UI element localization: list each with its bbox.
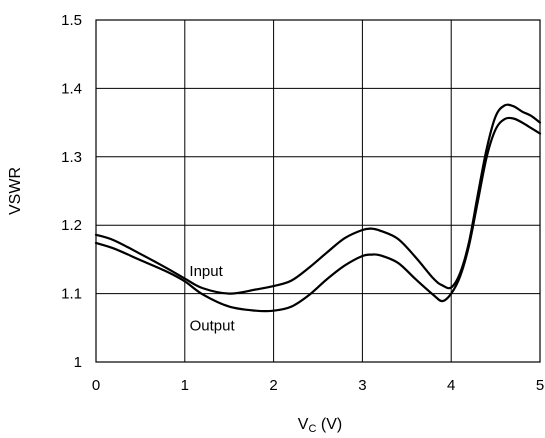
y-tick-label: 1 (74, 354, 82, 371)
x-tick-label: 1 (181, 377, 189, 394)
x-axis-label: VC (V) (298, 416, 342, 435)
annotation-output: Output (190, 318, 236, 335)
y-tick-label: 1.2 (61, 217, 82, 234)
series-group (94, 103, 542, 313)
y-axis-label: VSWR (7, 167, 24, 215)
x-tick-label: 0 (92, 377, 100, 394)
series-line-lower (94, 116, 542, 313)
x-tick-label: 2 (269, 377, 277, 394)
series-line-upper (94, 103, 542, 295)
annotation-input: Input (189, 263, 223, 280)
x-tick-label: 4 (447, 377, 455, 394)
y-tick-label: 1.5 (61, 12, 82, 29)
tick-labels: 0 1 2 3 4 511.11.21.31.41.5 (61, 12, 544, 394)
y-tick-label: 1.3 (61, 149, 82, 166)
plot-frame (95, 19, 541, 363)
x-tick-label: 3 (358, 377, 366, 394)
y-tick-label: 1.1 (61, 286, 82, 303)
y-tick-label: 1.4 (61, 80, 82, 97)
x-tick-label: 5 (536, 377, 544, 394)
grid (96, 20, 540, 362)
